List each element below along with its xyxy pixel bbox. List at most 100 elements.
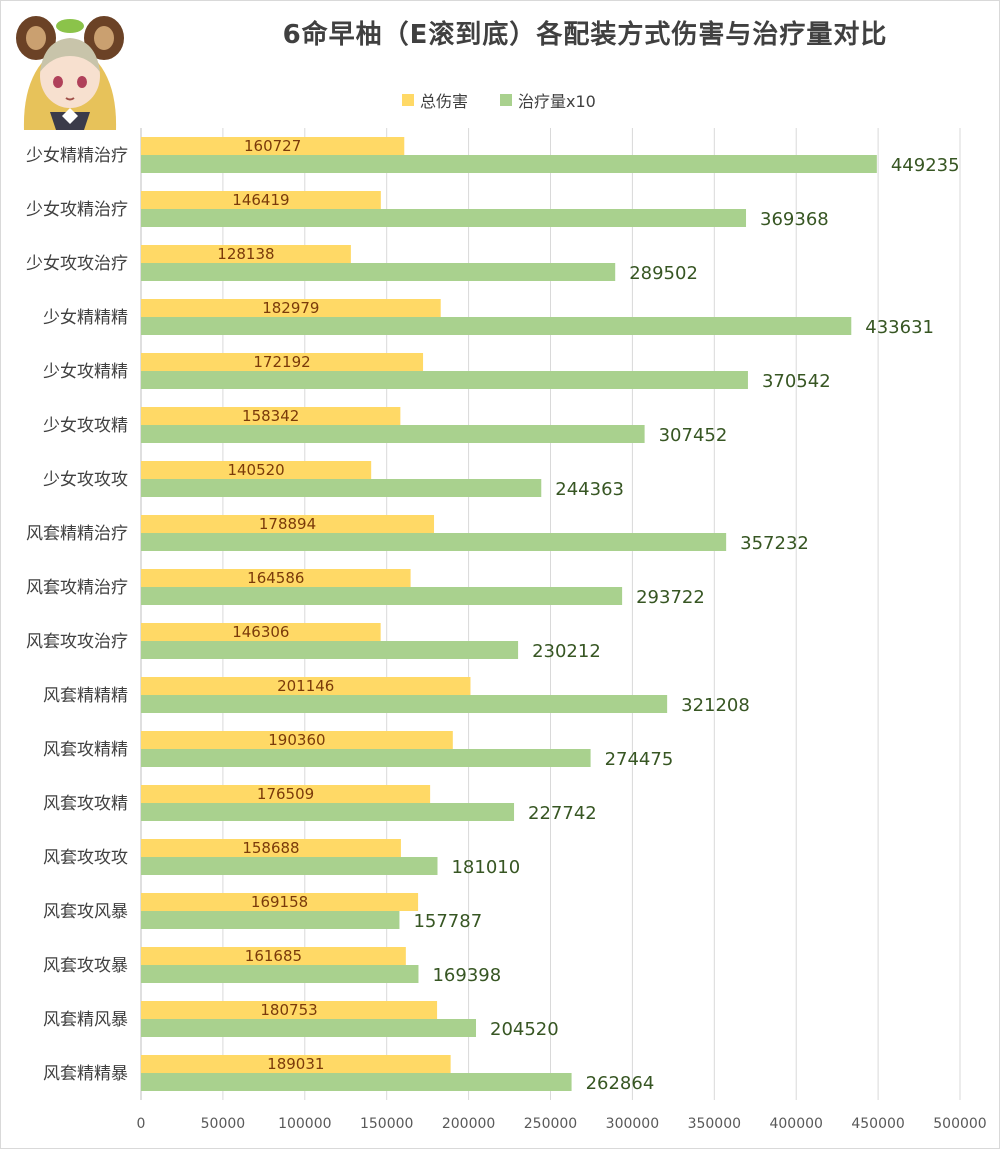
legend-label-healing: 治疗量x10 <box>518 92 596 111</box>
legend-swatch-damage <box>402 94 414 106</box>
damage-data-label: 182979 <box>262 299 319 317</box>
x-tick-label: 250000 <box>524 1116 577 1132</box>
y-category-label: 少女攻攻攻 <box>43 470 128 490</box>
healing-bar <box>141 209 747 227</box>
healing-bar <box>141 533 727 551</box>
healing-bar <box>141 587 623 605</box>
damage-bar <box>141 569 411 587</box>
healing-bar <box>141 1073 572 1091</box>
damage-bar <box>141 137 405 155</box>
damage-data-label: 190360 <box>268 731 325 749</box>
y-category-label: 风套攻风暴 <box>43 902 128 922</box>
damage-data-label: 161685 <box>245 947 302 965</box>
x-tick-label: 200000 <box>442 1116 495 1132</box>
healing-bar <box>141 749 591 767</box>
healing-data-label: 230212 <box>532 641 601 662</box>
y-category-label: 风套攻攻攻 <box>43 848 128 868</box>
y-category-label: 少女精精精 <box>43 308 128 328</box>
healing-data-label: 181010 <box>451 857 520 878</box>
damage-bar <box>141 353 424 371</box>
y-category-label: 风套精精精 <box>43 686 128 706</box>
y-category-label: 少女攻精治疗 <box>26 200 128 220</box>
damage-bar <box>141 677 471 695</box>
x-tick-label: 150000 <box>360 1116 413 1132</box>
healing-data-label: 274475 <box>605 749 674 770</box>
healing-data-label: 369368 <box>760 209 829 230</box>
y-category-label: 风套攻精精 <box>43 740 128 760</box>
y-category-label: 少女攻精精 <box>43 362 128 382</box>
healing-bar <box>141 695 668 713</box>
damage-data-label: 178894 <box>259 515 316 533</box>
healing-data-label: 357232 <box>740 533 809 554</box>
damage-bar <box>141 1001 438 1019</box>
healing-data-label: 169398 <box>432 965 501 986</box>
y-category-label: 风套精精治疗 <box>26 524 128 544</box>
x-tick-label: 300000 <box>606 1116 659 1132</box>
chart-legend: 总伤害 治疗量x10 <box>0 88 1000 112</box>
healing-data-label: 449235 <box>891 155 960 176</box>
legend-swatch-healing <box>500 94 512 106</box>
damage-data-label: 146419 <box>232 191 289 209</box>
healing-bar <box>141 263 616 281</box>
damage-data-label: 164586 <box>247 569 304 587</box>
healing-data-label: 293722 <box>636 587 705 608</box>
y-category-label: 风套攻攻暴 <box>43 956 128 976</box>
damage-bar <box>141 947 406 965</box>
damage-data-label: 176509 <box>257 785 314 803</box>
healing-bar <box>141 479 542 497</box>
damage-bar <box>141 191 381 209</box>
healing-data-label: 262864 <box>586 1073 655 1094</box>
damage-bar <box>141 515 435 533</box>
y-category-label: 风套攻攻治疗 <box>26 632 128 652</box>
damage-data-label: 146306 <box>232 623 289 641</box>
character-avatar-icon <box>16 16 124 130</box>
damage-bar <box>141 785 431 803</box>
damage-data-label: 180753 <box>260 1001 317 1019</box>
damage-bar <box>141 623 381 641</box>
x-tick-label: 450000 <box>851 1116 904 1132</box>
damage-bar <box>141 1055 451 1073</box>
healing-bar <box>141 317 852 335</box>
legend-label-damage: 总伤害 <box>420 92 469 111</box>
damage-data-label: 158688 <box>242 839 299 857</box>
healing-data-label: 370542 <box>762 371 831 392</box>
healing-data-label: 289502 <box>629 263 698 284</box>
damage-bar <box>141 407 401 425</box>
damage-bar <box>141 893 419 911</box>
healing-bar <box>141 803 515 821</box>
healing-bar <box>141 911 400 929</box>
healing-data-label: 157787 <box>413 911 482 932</box>
legend-item-healing: 治疗量x10 <box>500 88 596 112</box>
healing-data-label: 433631 <box>865 317 934 338</box>
x-tick-label: 50000 <box>201 1116 246 1132</box>
x-tick-label: 350000 <box>688 1116 741 1132</box>
y-category-label: 风套精精暴 <box>43 1064 128 1084</box>
x-tick-label: 400000 <box>769 1116 822 1132</box>
healing-bar <box>141 857 438 875</box>
y-category-label: 风套精风暴 <box>43 1010 128 1030</box>
damage-data-label: 201146 <box>277 677 334 695</box>
healing-data-label: 244363 <box>555 479 624 500</box>
chart-title: 6命早柚（E滚到底）各配装方式伤害与治疗量对比 <box>282 20 888 50</box>
damage-bar <box>141 245 351 263</box>
damage-bar <box>141 731 453 749</box>
x-tick-label: 0 <box>137 1116 146 1132</box>
damage-data-label: 189031 <box>267 1055 324 1073</box>
healing-bar <box>141 641 519 659</box>
healing-data-label: 321208 <box>681 695 750 716</box>
damage-data-label: 169158 <box>251 893 308 911</box>
healing-bar <box>141 155 877 173</box>
damage-data-label: 140520 <box>227 461 284 479</box>
healing-bar <box>141 425 645 443</box>
y-category-label: 少女攻攻精 <box>43 416 128 436</box>
healing-data-label: 307452 <box>659 425 728 446</box>
damage-bar <box>141 299 441 317</box>
y-category-label: 少女精精治疗 <box>26 146 128 166</box>
damage-data-label: 158342 <box>242 407 299 425</box>
healing-data-label: 204520 <box>490 1019 559 1040</box>
damage-data-label: 172192 <box>253 353 310 371</box>
healing-bar <box>141 1019 477 1037</box>
damage-bar <box>141 839 401 857</box>
legend-item-damage: 总伤害 <box>402 88 468 112</box>
